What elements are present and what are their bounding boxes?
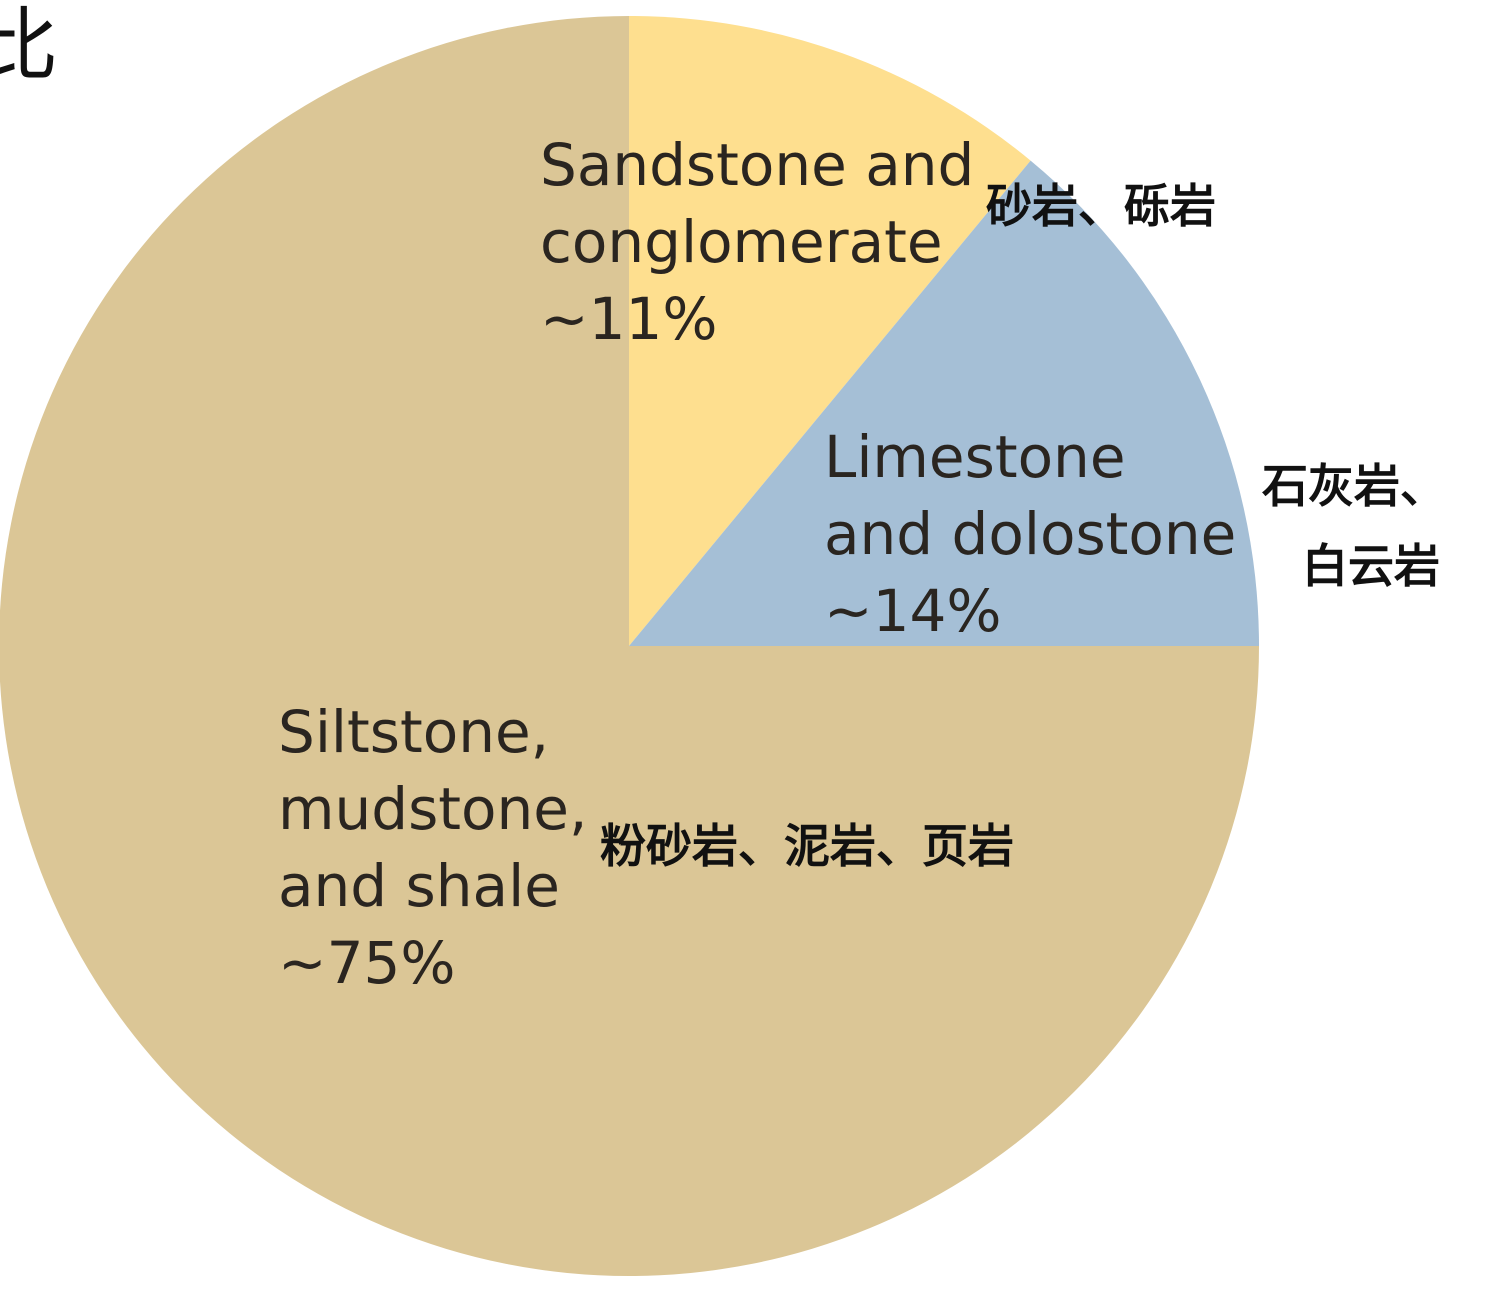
slice-label-line: Siltstone,: [278, 698, 549, 766]
slice-label-line: ~75%: [278, 929, 456, 997]
slice-label-line: and dolostone: [824, 500, 1236, 568]
annotation-line: 粉砂岩、泥岩、页岩: [600, 819, 1014, 873]
pie-slices: [0, 16, 1259, 1276]
annotation-line: 石灰岩、: [1262, 459, 1446, 513]
annotation-sandstone: 砂岩、砾岩: [986, 179, 1216, 233]
annotation-line: 砂岩、砾岩: [986, 179, 1216, 233]
slice-label-line: conglomerate: [540, 208, 943, 276]
slice-label-line: Sandstone and: [540, 131, 974, 199]
slice-label-siltstone: Siltstone, mudstone, and shale ~75%: [278, 698, 587, 997]
slice-label-line: ~11%: [540, 285, 718, 353]
pie-slice-sandstone: [629, 16, 1031, 646]
cropped-title-glyph: 比: [0, 0, 58, 92]
slice-label-line: Limestone: [824, 423, 1126, 491]
annotation-siltstone: 粉砂岩、泥岩、页岩: [600, 819, 1014, 873]
pie-slice-limestone: [629, 160, 1259, 646]
slice-label-line: mudstone,: [278, 775, 587, 843]
pie-slice-siltstone: [0, 16, 1259, 1276]
annotation-line: 白云岩: [1302, 539, 1440, 593]
slice-label-limestone: Limestone and dolostone ~14%: [824, 423, 1236, 645]
slice-label-line: and shale: [278, 852, 560, 920]
slice-label-sandstone: Sandstone and conglomerate ~11%: [540, 131, 974, 353]
slice-label-line: ~14%: [824, 577, 1002, 645]
annotation-limestone: 石灰岩、白云岩: [1262, 459, 1446, 593]
